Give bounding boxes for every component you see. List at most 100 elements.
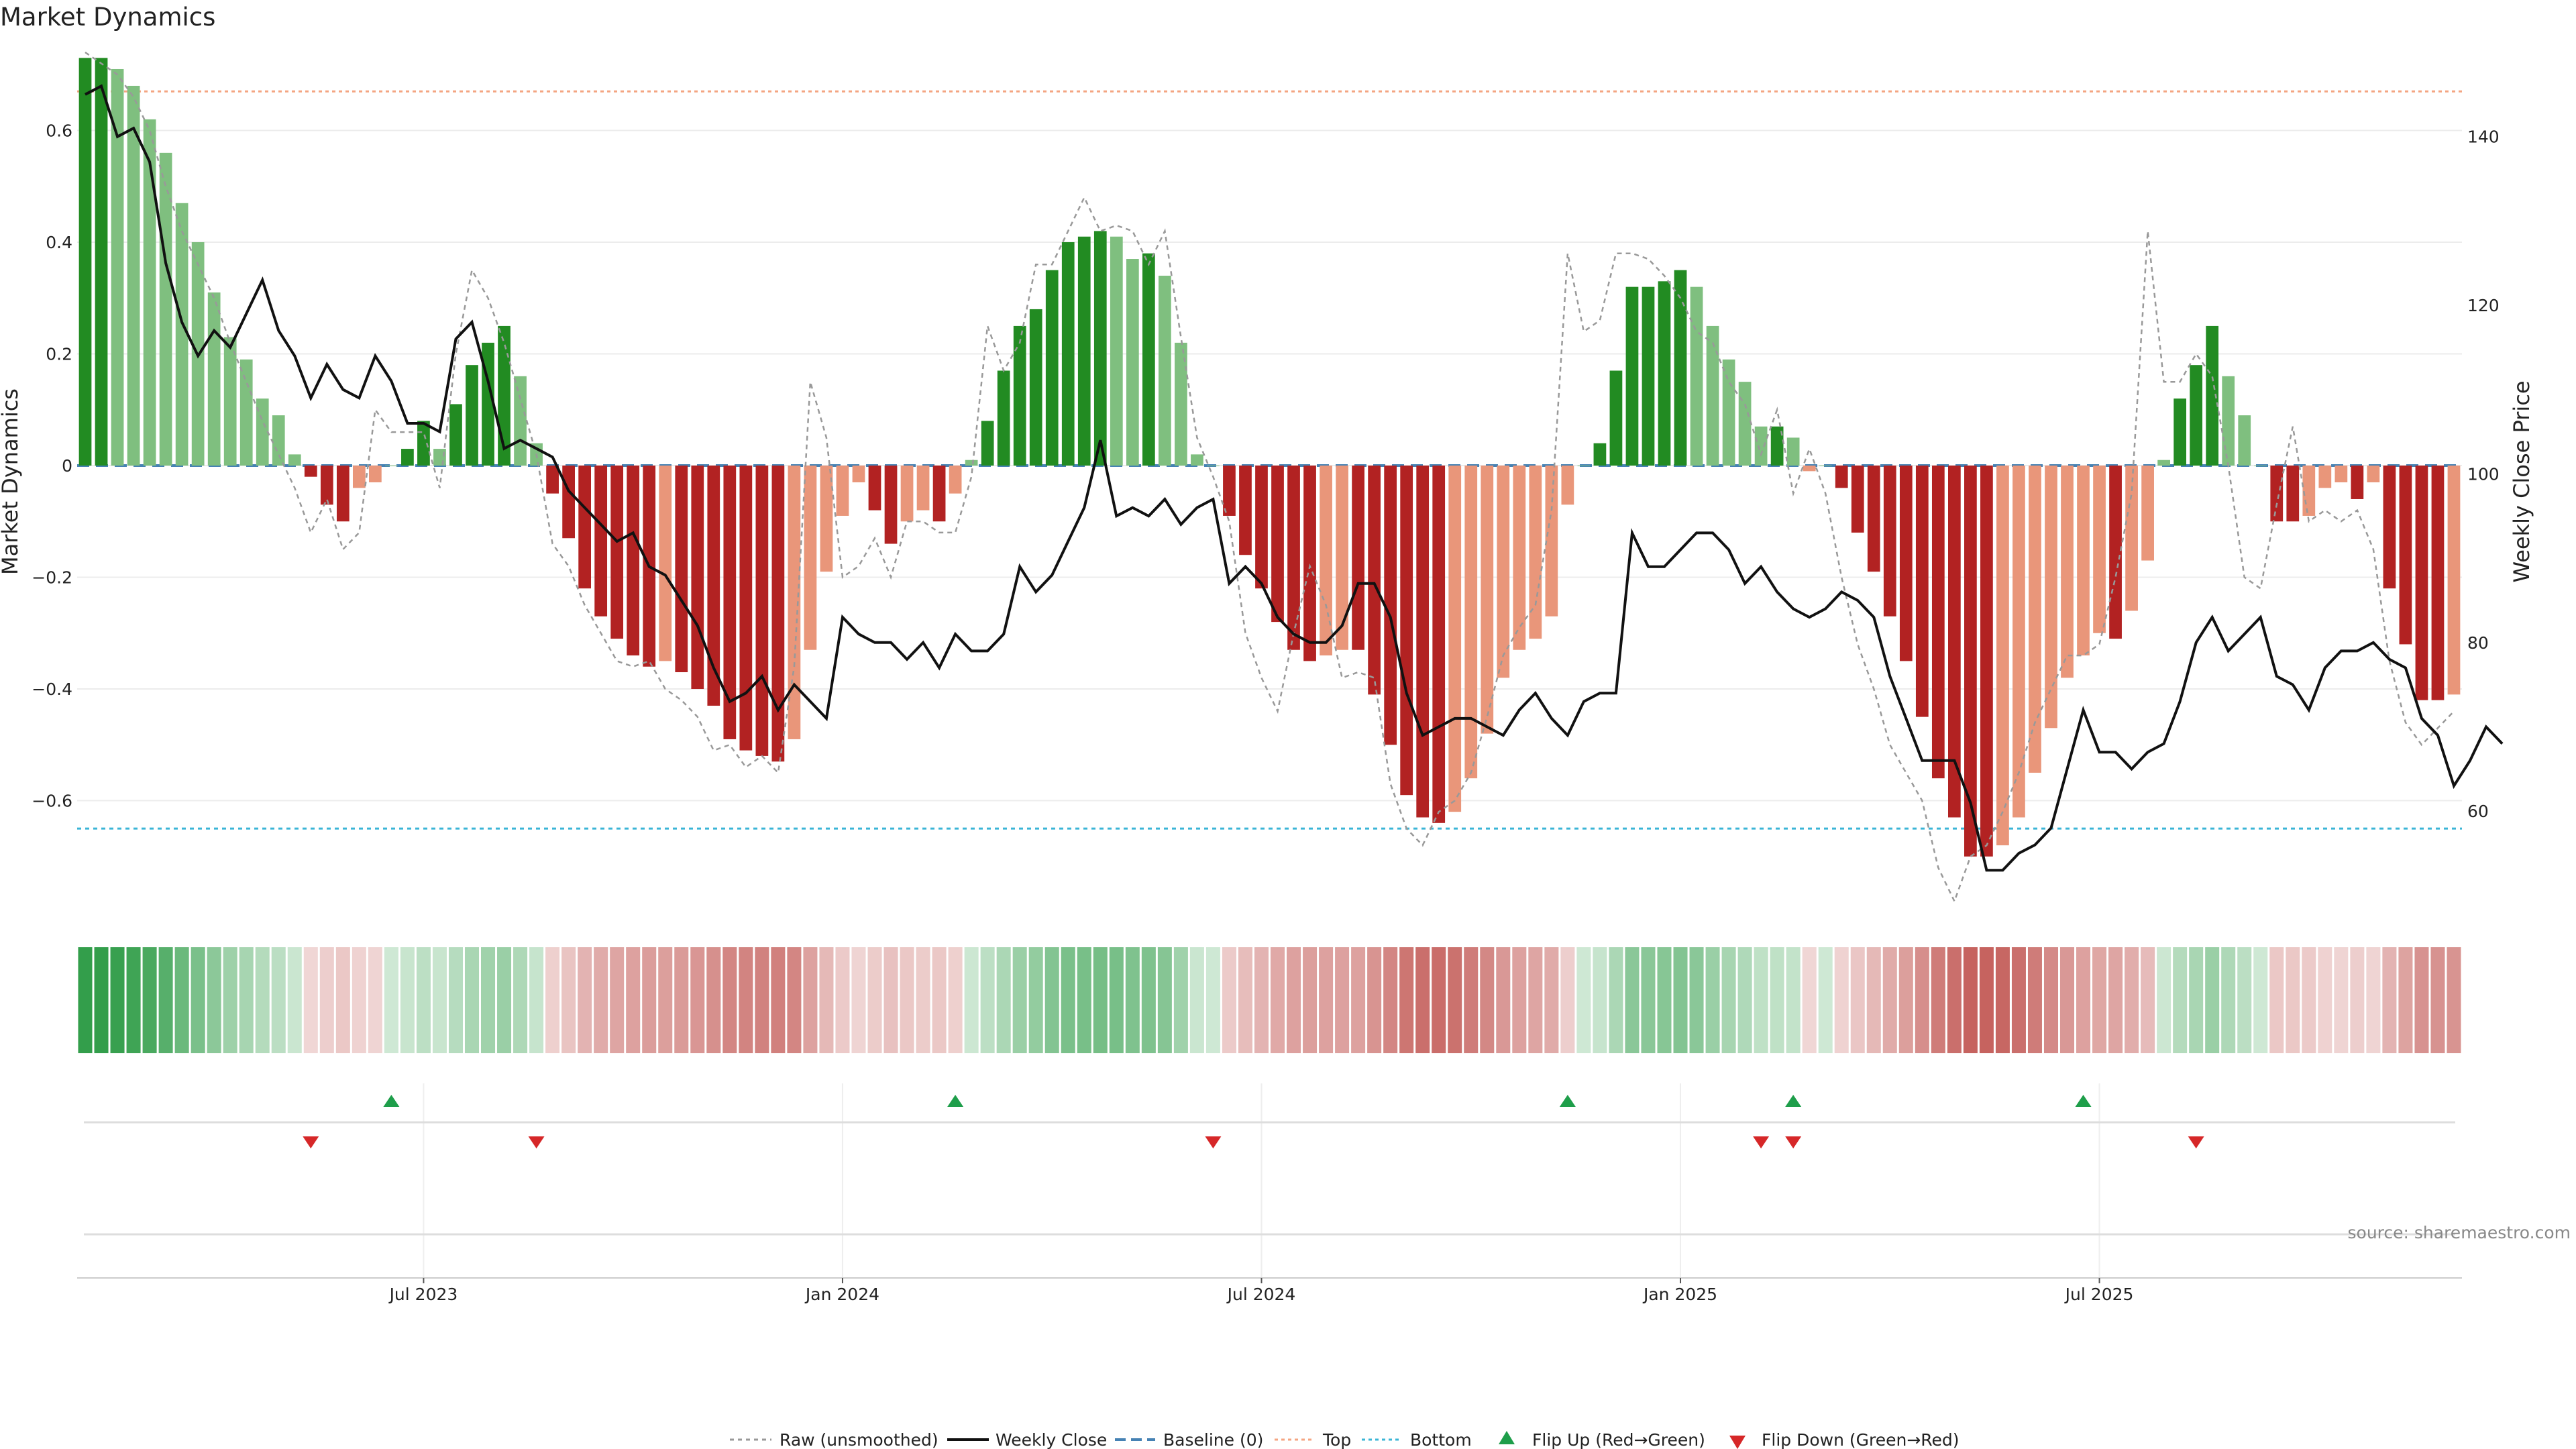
heat-cell — [2141, 947, 2155, 1053]
heat-cell — [2350, 947, 2365, 1053]
bar — [1609, 370, 1623, 466]
heat-cell — [2398, 947, 2413, 1053]
heat-cell — [1173, 947, 1188, 1053]
heat-cell — [1287, 947, 1301, 1053]
bar — [949, 466, 962, 494]
heat-cell — [223, 947, 237, 1053]
bar — [1093, 231, 1107, 466]
heat-cell — [1528, 947, 1543, 1053]
bar — [1497, 466, 1510, 678]
heat-cell — [1609, 947, 1623, 1053]
bar — [2125, 466, 2138, 611]
heat-cell — [529, 947, 544, 1053]
heat-cell — [722, 947, 737, 1053]
bar — [691, 466, 704, 690]
heat-cell — [1464, 947, 1479, 1053]
bar — [1320, 466, 1332, 656]
bar — [1770, 426, 1784, 466]
heat-cell — [303, 947, 318, 1053]
bar — [981, 421, 994, 466]
heat-cell — [255, 947, 270, 1053]
bar — [1883, 466, 1896, 616]
heat-cell — [1818, 947, 1833, 1053]
bar — [1867, 466, 1880, 572]
bar — [2383, 466, 2396, 589]
heat-cell — [674, 947, 689, 1053]
bar — [514, 376, 527, 466]
heat-cell — [771, 947, 786, 1053]
heat-cell — [1915, 947, 1929, 1053]
bar — [2367, 466, 2380, 482]
x-tick-label: Jul 2023 — [388, 1285, 458, 1304]
bar — [239, 359, 253, 466]
heat-cell — [1205, 947, 1220, 1053]
bar — [1899, 466, 1913, 661]
heat-cell — [158, 947, 173, 1053]
heat-cell — [2302, 947, 2316, 1053]
bar — [1400, 466, 1413, 796]
heat-cell — [2430, 947, 2445, 1053]
flip-down-marker — [1753, 1136, 1770, 1148]
bar — [304, 466, 317, 477]
heat-cell — [1963, 947, 1978, 1053]
heat-cell — [110, 947, 125, 1053]
bar — [401, 449, 414, 466]
heat-cell — [755, 947, 769, 1053]
bar — [2045, 466, 2057, 729]
bar — [900, 466, 914, 522]
heat-cell — [513, 947, 528, 1053]
bar — [1996, 466, 2009, 846]
heat-cell — [1077, 947, 1091, 1053]
heat-cell — [384, 947, 398, 1053]
bar — [771, 466, 785, 762]
bar — [2061, 466, 2074, 678]
x-tick-label: Jul 2024 — [1226, 1285, 1296, 1304]
bar — [256, 398, 269, 466]
bar — [1352, 466, 1364, 650]
bar — [2206, 325, 2219, 466]
bar — [1448, 466, 1462, 812]
flip-down-marker — [1205, 1136, 1222, 1148]
bar — [675, 466, 688, 673]
heat-cell — [481, 947, 496, 1053]
heat-cell — [2157, 947, 2171, 1053]
heat-cell — [1786, 947, 1801, 1053]
x-tick-label: Jul 2025 — [2064, 1285, 2134, 1304]
bar — [2318, 466, 2332, 488]
bar — [659, 466, 672, 661]
heat-cell — [1061, 947, 1075, 1053]
bar — [433, 449, 446, 466]
heat-cell — [964, 947, 979, 1053]
bar — [1625, 286, 1639, 466]
y-tick-label: 0.4 — [46, 233, 72, 252]
heat-cell — [1367, 947, 1382, 1053]
heat-cell — [319, 947, 334, 1053]
heat-cell — [1721, 947, 1736, 1053]
heat-cell — [2059, 947, 2075, 1053]
heat-cell — [1593, 947, 1607, 1053]
heat-cell — [2286, 947, 2300, 1053]
heat-cell — [1415, 947, 1430, 1053]
bar — [868, 466, 881, 511]
bar — [2399, 466, 2412, 645]
bar — [1384, 466, 1397, 745]
bar — [369, 466, 382, 482]
heat-cell — [690, 947, 705, 1053]
bar — [932, 466, 946, 522]
bar — [1658, 281, 1671, 466]
bar — [1287, 466, 1300, 650]
heat-cell — [352, 947, 366, 1053]
bar — [610, 466, 624, 639]
heat-cell — [1834, 947, 1849, 1053]
y2-tick-label: 100 — [2467, 464, 2500, 484]
bar — [2157, 460, 2170, 466]
heat-cell — [916, 947, 930, 1053]
heat-cell — [2221, 947, 2236, 1053]
bar — [2270, 466, 2284, 522]
bar — [207, 292, 221, 466]
heat-cell — [94, 947, 109, 1053]
heat-cell — [1012, 947, 1027, 1053]
heat-cell — [2076, 947, 2091, 1053]
heat-cell — [1576, 947, 1591, 1053]
bar — [95, 58, 108, 466]
